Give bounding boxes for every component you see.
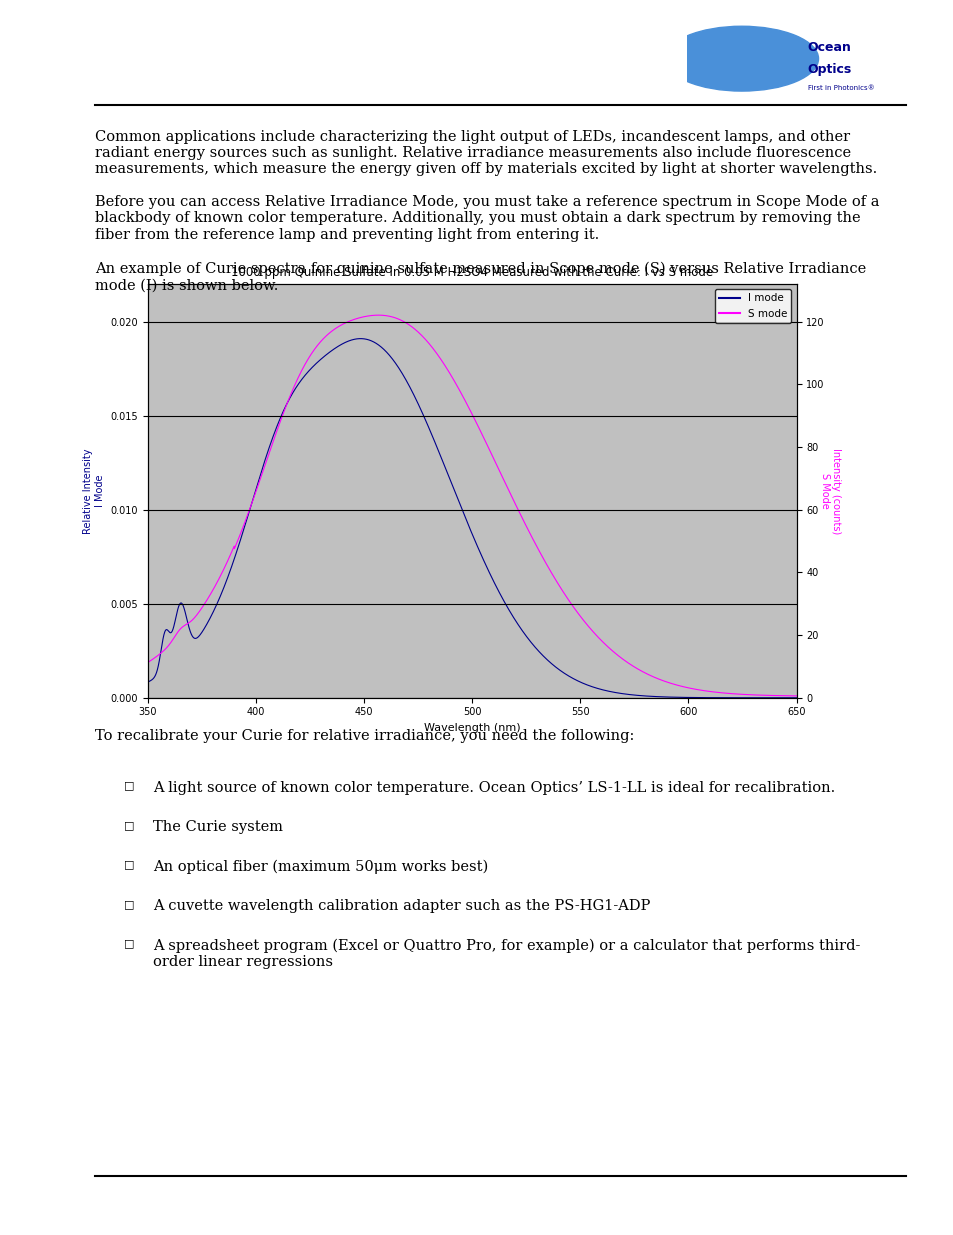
I mode [142, 674, 153, 689]
Text: A spreadsheet program (Excel or Quattro Pro, for example) or a calculator that p: A spreadsheet program (Excel or Quattro … [152, 939, 859, 969]
S mode [418, 331, 430, 346]
I mode [216, 585, 228, 600]
Text: The Curie system: The Curie system [152, 820, 282, 834]
S mode [373, 308, 384, 322]
Text: □: □ [124, 939, 134, 948]
S mode [216, 566, 228, 580]
Text: A light source of known color temperature. Ocean Optics’ LS-1-LL is ideal for re: A light source of known color temperatur… [152, 781, 834, 794]
Y-axis label: Intensity (counts)
S Mode: Intensity (counts) S Mode [819, 448, 841, 534]
S mode [708, 684, 720, 699]
Circle shape [664, 26, 818, 91]
Text: □: □ [124, 860, 134, 869]
S mode [391, 311, 402, 326]
Text: □: □ [124, 820, 134, 830]
Title: 1000 ppm Quinine Sulfate in 0.05 M H2SO4 Measured with the Curie: I vs S mode: 1000 ppm Quinine Sulfate in 0.05 M H2SO4… [231, 266, 713, 279]
S mode [778, 688, 789, 703]
S mode [142, 655, 153, 669]
Legend: I mode, S mode: I mode, S mode [714, 289, 791, 322]
I mode [708, 690, 720, 705]
I mode [778, 690, 789, 705]
Text: □: □ [124, 781, 134, 790]
I mode [790, 690, 801, 705]
Text: A cuvette wavelength calibration adapter such as the PS-HG1-ADP: A cuvette wavelength calibration adapter… [152, 899, 649, 913]
Text: Before you can access Relative Irradiance Mode, you must take a reference spectr: Before you can access Relative Irradianc… [95, 195, 879, 242]
Text: Common applications include characterizing the light output of LEDs, incandescen: Common applications include characterizi… [95, 130, 877, 177]
I mode [391, 358, 402, 373]
Text: To recalibrate your Curie for relative irradiance, you need the following:: To recalibrate your Curie for relative i… [95, 729, 634, 742]
Text: An example of Curie spectra for quinine sulfate measured in Scope mode (S) versu: An example of Curie spectra for quinine … [95, 262, 865, 293]
I mode [355, 331, 366, 346]
X-axis label: Wavelength (nm): Wavelength (nm) [423, 722, 520, 734]
Line: I mode: I mode [148, 338, 796, 698]
I mode [418, 411, 430, 426]
Y-axis label: Relative Intensity
I Mode: Relative Intensity I Mode [83, 448, 105, 534]
S mode [790, 688, 801, 703]
Text: Ocean: Ocean [806, 41, 850, 54]
Text: An optical fiber (maximum 50μm works best): An optical fiber (maximum 50μm works bes… [152, 860, 487, 874]
I mode [254, 467, 266, 482]
Text: □: □ [124, 899, 134, 909]
Text: Optics: Optics [806, 63, 851, 77]
S mode [254, 472, 266, 487]
Text: First in Photonics®: First in Photonics® [806, 85, 873, 91]
Line: S mode: S mode [148, 315, 796, 695]
